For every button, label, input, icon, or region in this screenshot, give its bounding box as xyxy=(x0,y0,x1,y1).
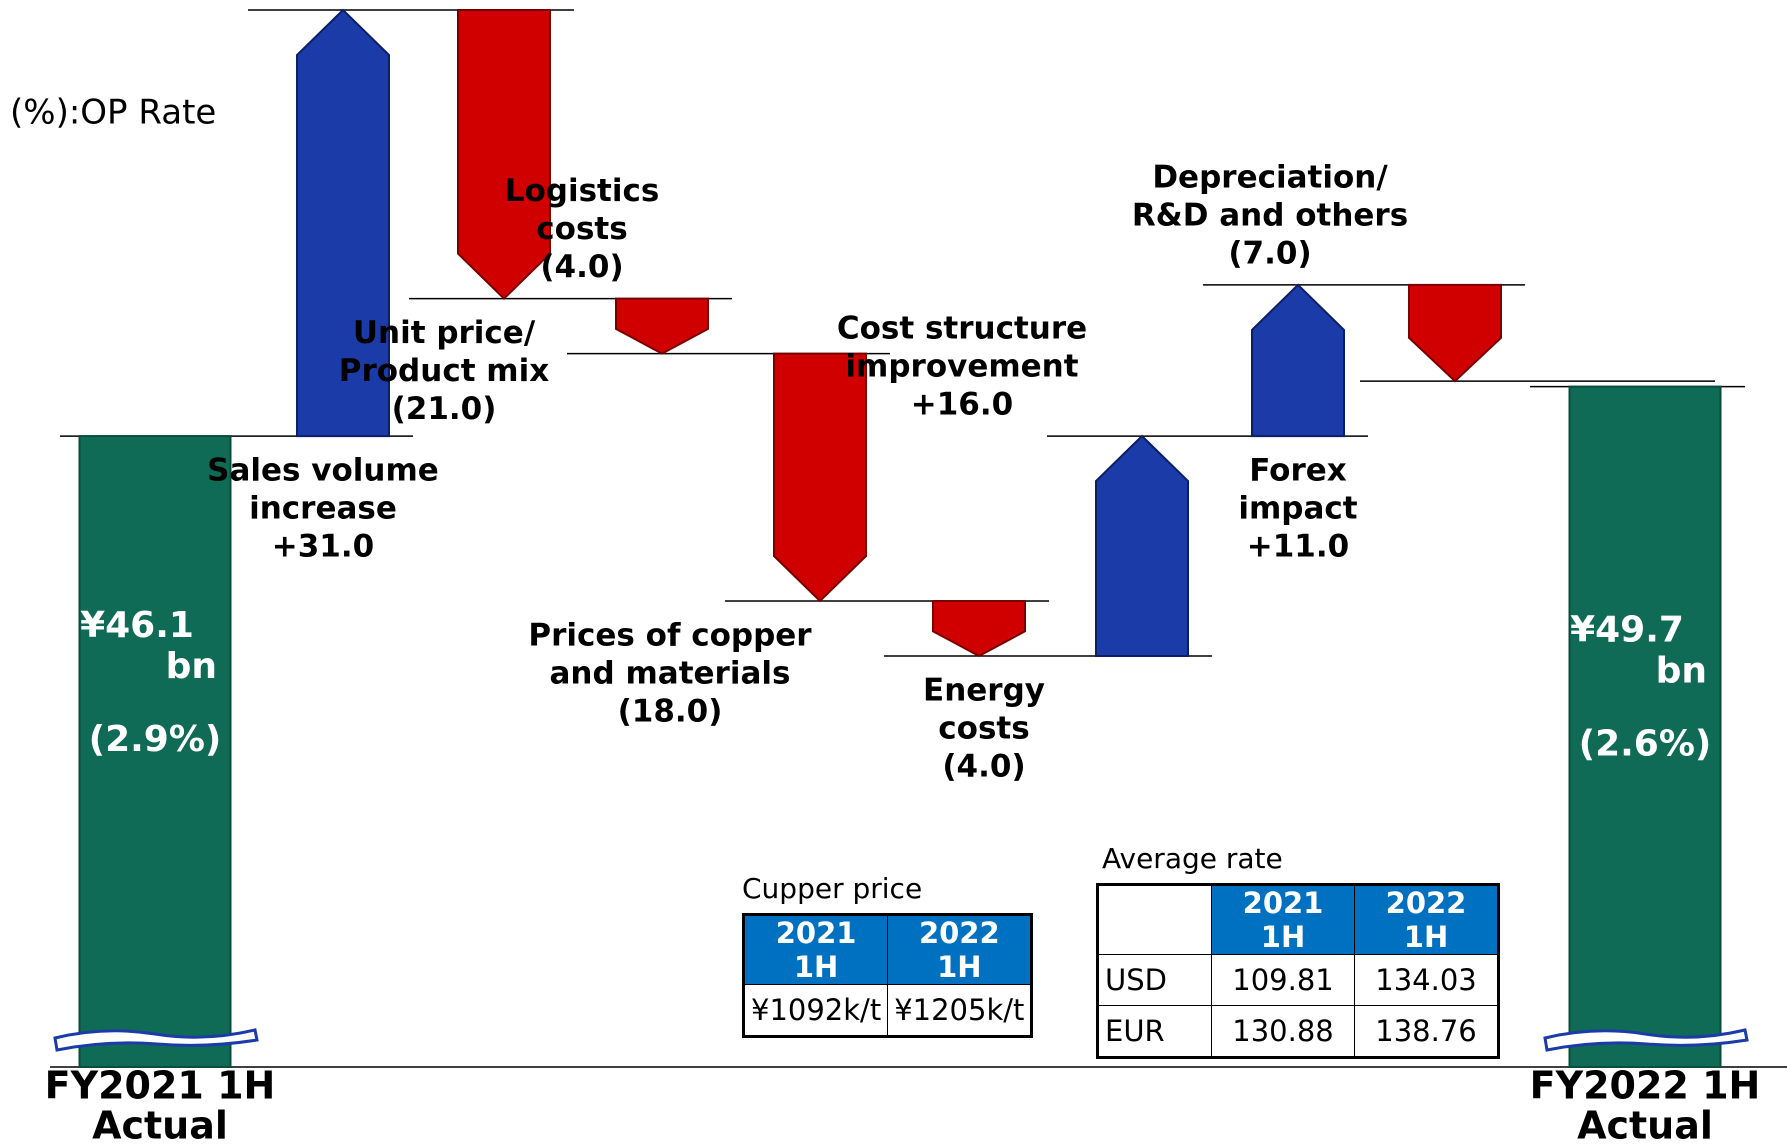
table-title: Cupper price xyxy=(742,872,923,905)
header-cell: 2021 1H xyxy=(742,914,889,985)
copper-table: Cupper price 2021 1H 2022 1H ¥1092k/t ¥120… xyxy=(742,872,1034,1038)
cell: 138.76 xyxy=(1354,1005,1499,1058)
table: 2021 1H 2022 1H ¥1092k/t ¥1205k/t xyxy=(742,913,1034,1038)
cell: 109.81 xyxy=(1211,954,1355,1006)
category-label: Unit price/ xyxy=(353,315,536,351)
value-label: bn xyxy=(166,646,217,687)
decrease-arrow xyxy=(773,352,867,603)
increase-arrow xyxy=(1251,283,1345,438)
category-label: Energy xyxy=(923,673,1045,709)
total-bar xyxy=(78,435,232,1069)
category-label: costs xyxy=(938,711,1029,747)
category-label: impact xyxy=(1238,491,1357,527)
category-label: Actual xyxy=(1577,1104,1713,1145)
value-label: (21.0) xyxy=(392,391,497,427)
category-label: and materials xyxy=(550,656,791,692)
header-cell: 2021 1H xyxy=(1211,884,1355,955)
increase-arrow xyxy=(296,8,390,438)
value-label: (4.0) xyxy=(540,249,623,285)
category-label: Forex xyxy=(1249,453,1347,489)
op-rate-label: (2.6%) xyxy=(1579,724,1712,765)
category-label: increase xyxy=(249,491,397,527)
category-label: Prices of copper xyxy=(528,618,812,654)
total-bar xyxy=(1568,385,1722,1068)
cell xyxy=(1097,884,1212,955)
value-label: (18.0) xyxy=(618,694,723,730)
header-cell: 2022 1H xyxy=(887,914,1033,985)
note: (%):OP Rate xyxy=(10,93,216,133)
cell: ¥1092k/t xyxy=(742,984,889,1037)
value-label: bn xyxy=(1656,651,1707,692)
category-label: Cost structure xyxy=(837,311,1087,347)
break-mark xyxy=(1543,1028,1749,1052)
value-label: ¥49.7 xyxy=(1570,610,1684,651)
table-title: Average rate xyxy=(1102,842,1283,875)
category-label: Depreciation/ xyxy=(1152,159,1388,195)
value-label: +11.0 xyxy=(1247,529,1349,565)
value-label: ¥46.1 xyxy=(80,605,194,646)
category-label: Logistics xyxy=(505,173,660,209)
decrease-arrow xyxy=(615,297,709,355)
category-label: Sales volume xyxy=(207,453,439,489)
value-label: (4.0) xyxy=(942,749,1025,785)
rate-table: Average rate 2021 1H 2022 1H USD 109.81 134… xyxy=(1096,842,1500,1059)
category-label: R&D and others xyxy=(1132,197,1408,233)
header-cell: 2022 1H xyxy=(1354,884,1499,955)
break-mark xyxy=(53,1028,259,1052)
decrease-arrow xyxy=(1408,283,1502,383)
table: 2021 1H 2022 1H USD 109.81 134.03 EUR 130.88… xyxy=(1096,883,1500,1059)
category-label: improvement xyxy=(845,349,1078,385)
category-label: costs xyxy=(536,211,627,247)
value-label: (7.0) xyxy=(1228,235,1311,271)
cell: USD xyxy=(1097,954,1212,1006)
category-label: FY2022 1H xyxy=(1530,1064,1761,1108)
cell: 134.03 xyxy=(1354,954,1499,1006)
cell: EUR xyxy=(1097,1005,1212,1058)
decrease-arrow xyxy=(457,9,551,301)
value-label: +16.0 xyxy=(911,387,1013,423)
category-label: Actual xyxy=(92,1104,228,1145)
decrease-arrow xyxy=(932,600,1026,658)
value-label: +31.0 xyxy=(272,529,374,565)
op-rate-label: (2.9%) xyxy=(89,719,222,760)
cell: ¥1205k/t xyxy=(887,984,1033,1037)
category-label: FY2021 1H xyxy=(45,1064,276,1108)
increase-arrow xyxy=(1095,434,1189,657)
category-label: Product mix xyxy=(339,353,549,389)
cell: 130.88 xyxy=(1211,1005,1355,1058)
